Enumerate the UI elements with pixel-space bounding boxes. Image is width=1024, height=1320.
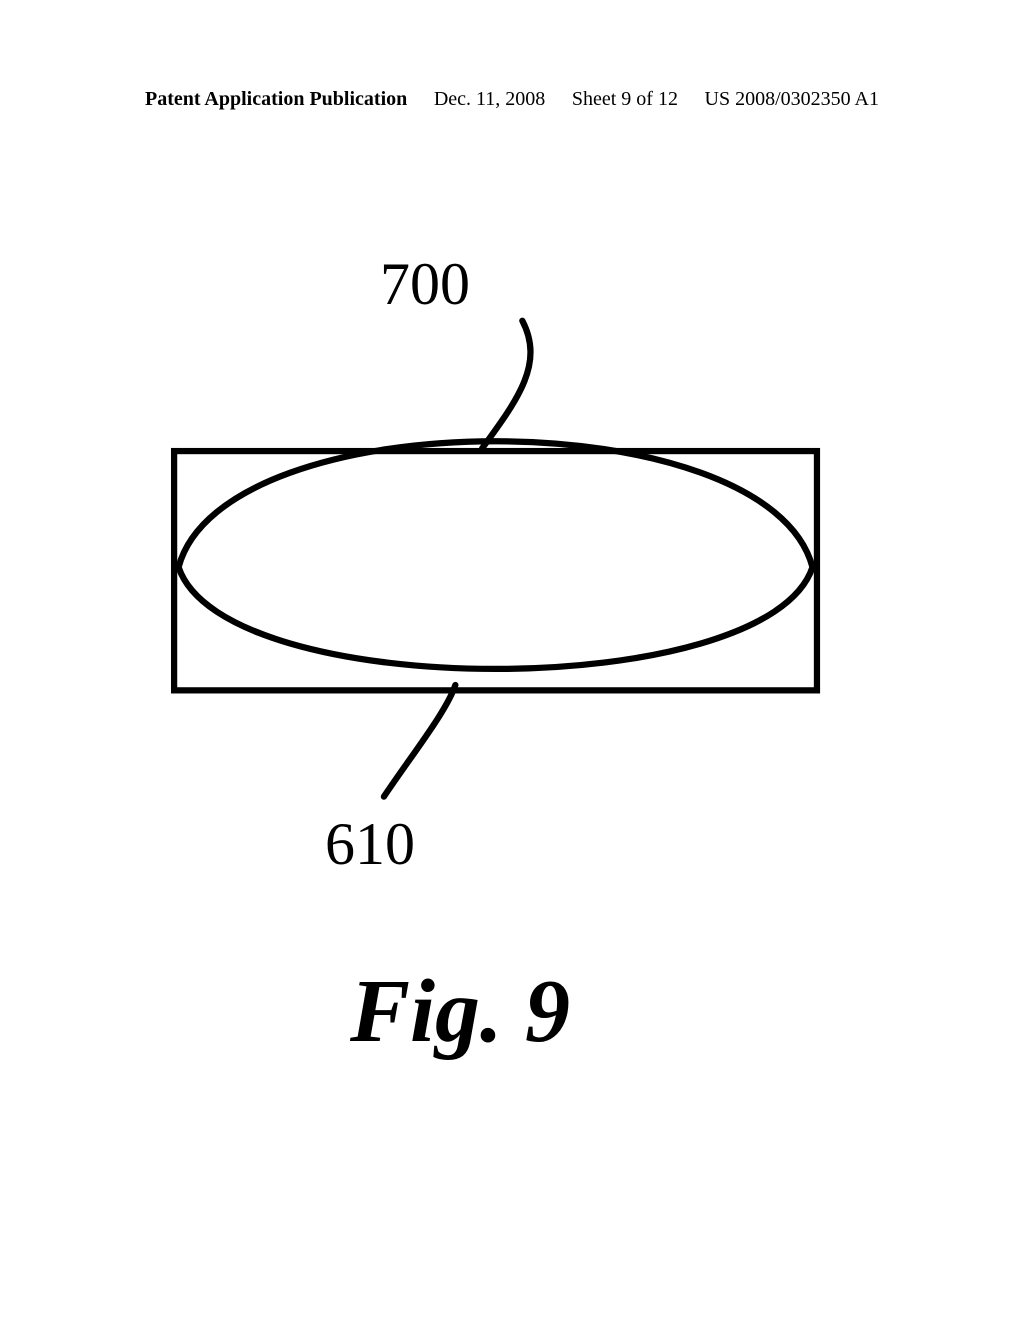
patent-number: US 2008/0302350 A1 xyxy=(705,88,879,111)
sheet-number: Sheet 9 of 12 xyxy=(572,88,678,111)
outer-rectangle xyxy=(174,451,817,690)
publication-date: Dec. 11, 2008 xyxy=(434,88,545,111)
lens-shape xyxy=(179,441,813,669)
reference-numeral-top: 700 xyxy=(380,250,470,319)
reference-numeral-bottom: 610 xyxy=(325,810,415,879)
patent-header: Patent Application Publication Dec. 11, … xyxy=(0,88,1024,111)
leader-line-bottom xyxy=(384,685,455,797)
patent-diagram xyxy=(100,310,900,810)
publication-type: Patent Application Publication xyxy=(145,88,407,111)
figure-container: 700 610 Fig. 9 xyxy=(0,250,1024,1150)
figure-label: Fig. 9 xyxy=(350,960,650,1063)
leader-line-top xyxy=(482,321,530,449)
